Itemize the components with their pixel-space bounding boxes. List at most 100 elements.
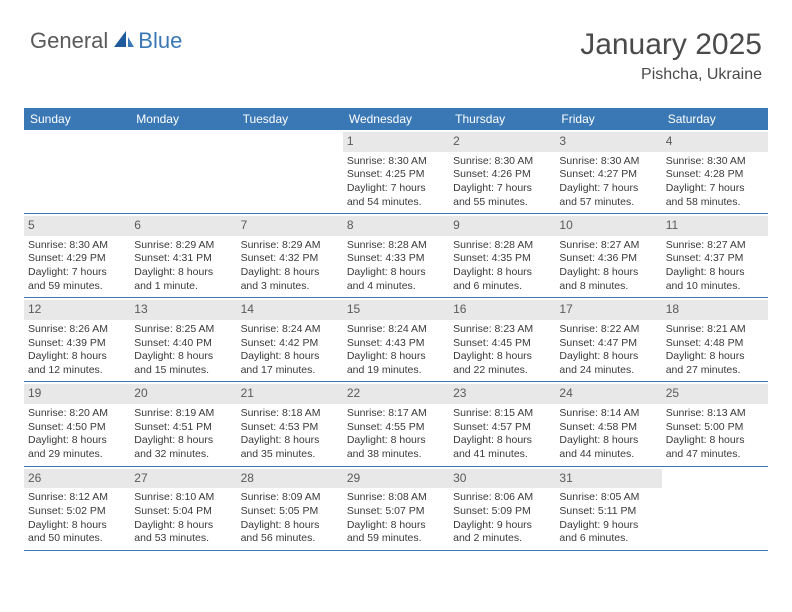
sunset-text: Sunset: 5:00 PM (666, 421, 764, 435)
day-number: 4 (662, 132, 768, 152)
daylight-text: Daylight: 8 hours and 29 minutes. (28, 434, 126, 461)
day-header: Sunday (24, 108, 130, 130)
day-number: 31 (555, 469, 661, 489)
sunrise-text: Sunrise: 8:27 AM (559, 239, 657, 253)
day-cell (130, 130, 236, 213)
day-number: 28 (237, 469, 343, 489)
day-cell: 22Sunrise: 8:17 AMSunset: 4:55 PMDayligh… (343, 382, 449, 465)
week-row: 26Sunrise: 8:12 AMSunset: 5:02 PMDayligh… (24, 467, 768, 551)
daylight-text: Daylight: 8 hours and 47 minutes. (666, 434, 764, 461)
sunrise-text: Sunrise: 8:29 AM (134, 239, 232, 253)
daylight-text: Daylight: 8 hours and 3 minutes. (241, 266, 339, 293)
daylight-text: Daylight: 8 hours and 17 minutes. (241, 350, 339, 377)
day-number: 10 (555, 216, 661, 236)
sunset-text: Sunset: 4:31 PM (134, 252, 232, 266)
sunrise-text: Sunrise: 8:20 AM (28, 407, 126, 421)
day-header-row: SundayMondayTuesdayWednesdayThursdayFrid… (24, 108, 768, 130)
sunset-text: Sunset: 5:07 PM (347, 505, 445, 519)
brand-text-general: General (30, 28, 108, 54)
sunrise-text: Sunrise: 8:30 AM (666, 155, 764, 169)
daylight-text: Daylight: 8 hours and 38 minutes. (347, 434, 445, 461)
sunset-text: Sunset: 4:29 PM (28, 252, 126, 266)
day-cell: 3Sunrise: 8:30 AMSunset: 4:27 PMDaylight… (555, 130, 661, 213)
day-number: 3 (555, 132, 661, 152)
daylight-text: Daylight: 8 hours and 19 minutes. (347, 350, 445, 377)
sunrise-text: Sunrise: 8:28 AM (347, 239, 445, 253)
day-number: 23 (449, 384, 555, 404)
sunset-text: Sunset: 4:58 PM (559, 421, 657, 435)
sunset-text: Sunset: 4:57 PM (453, 421, 551, 435)
day-number: 21 (237, 384, 343, 404)
sunset-text: Sunset: 4:36 PM (559, 252, 657, 266)
day-header: Monday (130, 108, 236, 130)
daylight-text: Daylight: 8 hours and 15 minutes. (134, 350, 232, 377)
day-cell: 20Sunrise: 8:19 AMSunset: 4:51 PMDayligh… (130, 382, 236, 465)
sunset-text: Sunset: 5:05 PM (241, 505, 339, 519)
sunset-text: Sunset: 4:43 PM (347, 337, 445, 351)
sunset-text: Sunset: 4:55 PM (347, 421, 445, 435)
week-row: 12Sunrise: 8:26 AMSunset: 4:39 PMDayligh… (24, 298, 768, 382)
sunset-text: Sunset: 4:48 PM (666, 337, 764, 351)
sunrise-text: Sunrise: 8:27 AM (666, 239, 764, 253)
day-header: Thursday (449, 108, 555, 130)
daylight-text: Daylight: 7 hours and 59 minutes. (28, 266, 126, 293)
daylight-text: Daylight: 8 hours and 27 minutes. (666, 350, 764, 377)
sunset-text: Sunset: 4:25 PM (347, 168, 445, 182)
day-header: Saturday (662, 108, 768, 130)
day-number: 22 (343, 384, 449, 404)
day-number: 5 (24, 216, 130, 236)
daylight-text: Daylight: 9 hours and 6 minutes. (559, 519, 657, 546)
month-title: January 2025 (580, 28, 762, 62)
day-cell: 27Sunrise: 8:10 AMSunset: 5:04 PMDayligh… (130, 467, 236, 550)
day-cell: 7Sunrise: 8:29 AMSunset: 4:32 PMDaylight… (237, 214, 343, 297)
day-header: Wednesday (343, 108, 449, 130)
sunrise-text: Sunrise: 8:10 AM (134, 491, 232, 505)
sunset-text: Sunset: 4:27 PM (559, 168, 657, 182)
day-cell: 5Sunrise: 8:30 AMSunset: 4:29 PMDaylight… (24, 214, 130, 297)
day-cell: 13Sunrise: 8:25 AMSunset: 4:40 PMDayligh… (130, 298, 236, 381)
sunset-text: Sunset: 4:50 PM (28, 421, 126, 435)
sunrise-text: Sunrise: 8:09 AM (241, 491, 339, 505)
day-number: 8 (343, 216, 449, 236)
brand-sail-icon (112, 29, 136, 54)
page-header: January 2025 Pishcha, Ukraine (580, 28, 762, 84)
sunset-text: Sunset: 4:51 PM (134, 421, 232, 435)
brand-text-blue: Blue (138, 28, 182, 54)
sunrise-text: Sunrise: 8:25 AM (134, 323, 232, 337)
sunrise-text: Sunrise: 8:05 AM (559, 491, 657, 505)
day-cell: 4Sunrise: 8:30 AMSunset: 4:28 PMDaylight… (662, 130, 768, 213)
brand-logo: General Blue (30, 28, 182, 54)
sunset-text: Sunset: 4:35 PM (453, 252, 551, 266)
location-label: Pishcha, Ukraine (580, 66, 762, 84)
sunset-text: Sunset: 4:47 PM (559, 337, 657, 351)
day-number: 11 (662, 216, 768, 236)
day-header: Friday (555, 108, 661, 130)
day-cell (237, 130, 343, 213)
day-number: 18 (662, 300, 768, 320)
daylight-text: Daylight: 7 hours and 55 minutes. (453, 182, 551, 209)
sunrise-text: Sunrise: 8:18 AM (241, 407, 339, 421)
sunrise-text: Sunrise: 8:21 AM (666, 323, 764, 337)
day-number: 13 (130, 300, 236, 320)
day-number: 9 (449, 216, 555, 236)
sunrise-text: Sunrise: 8:26 AM (28, 323, 126, 337)
daylight-text: Daylight: 8 hours and 59 minutes. (347, 519, 445, 546)
sunset-text: Sunset: 4:39 PM (28, 337, 126, 351)
day-cell: 10 Sunrise: 8:27 AMSunset: 4:36 PMDayligh… (555, 214, 661, 297)
day-cell: 11Sunrise: 8:27 AMSunset: 4:37 PMDayligh… (662, 214, 768, 297)
daylight-text: Daylight: 9 hours and 2 minutes. (453, 519, 551, 546)
day-cell: 9Sunrise: 8:28 AMSunset: 4:35 PMDaylight… (449, 214, 555, 297)
day-number: 6 (130, 216, 236, 236)
daylight-text: Daylight: 8 hours and 56 minutes. (241, 519, 339, 546)
day-cell: 23Sunrise: 8:15 AMSunset: 4:57 PMDayligh… (449, 382, 555, 465)
day-cell: 29Sunrise: 8:08 AMSunset: 5:07 PMDayligh… (343, 467, 449, 550)
day-number: 25 (662, 384, 768, 404)
daylight-text: Daylight: 8 hours and 6 minutes. (453, 266, 551, 293)
week-row: 5Sunrise: 8:30 AMSunset: 4:29 PMDaylight… (24, 214, 768, 298)
calendar-grid: SundayMondayTuesdayWednesdayThursdayFrid… (24, 108, 768, 551)
daylight-text: Daylight: 8 hours and 44 minutes. (559, 434, 657, 461)
daylight-text: Daylight: 8 hours and 8 minutes. (559, 266, 657, 293)
week-row: 1Sunrise: 8:30 AMSunset: 4:25 PMDaylight… (24, 130, 768, 214)
day-number: 26 (24, 469, 130, 489)
day-cell: 26Sunrise: 8:12 AMSunset: 5:02 PMDayligh… (24, 467, 130, 550)
